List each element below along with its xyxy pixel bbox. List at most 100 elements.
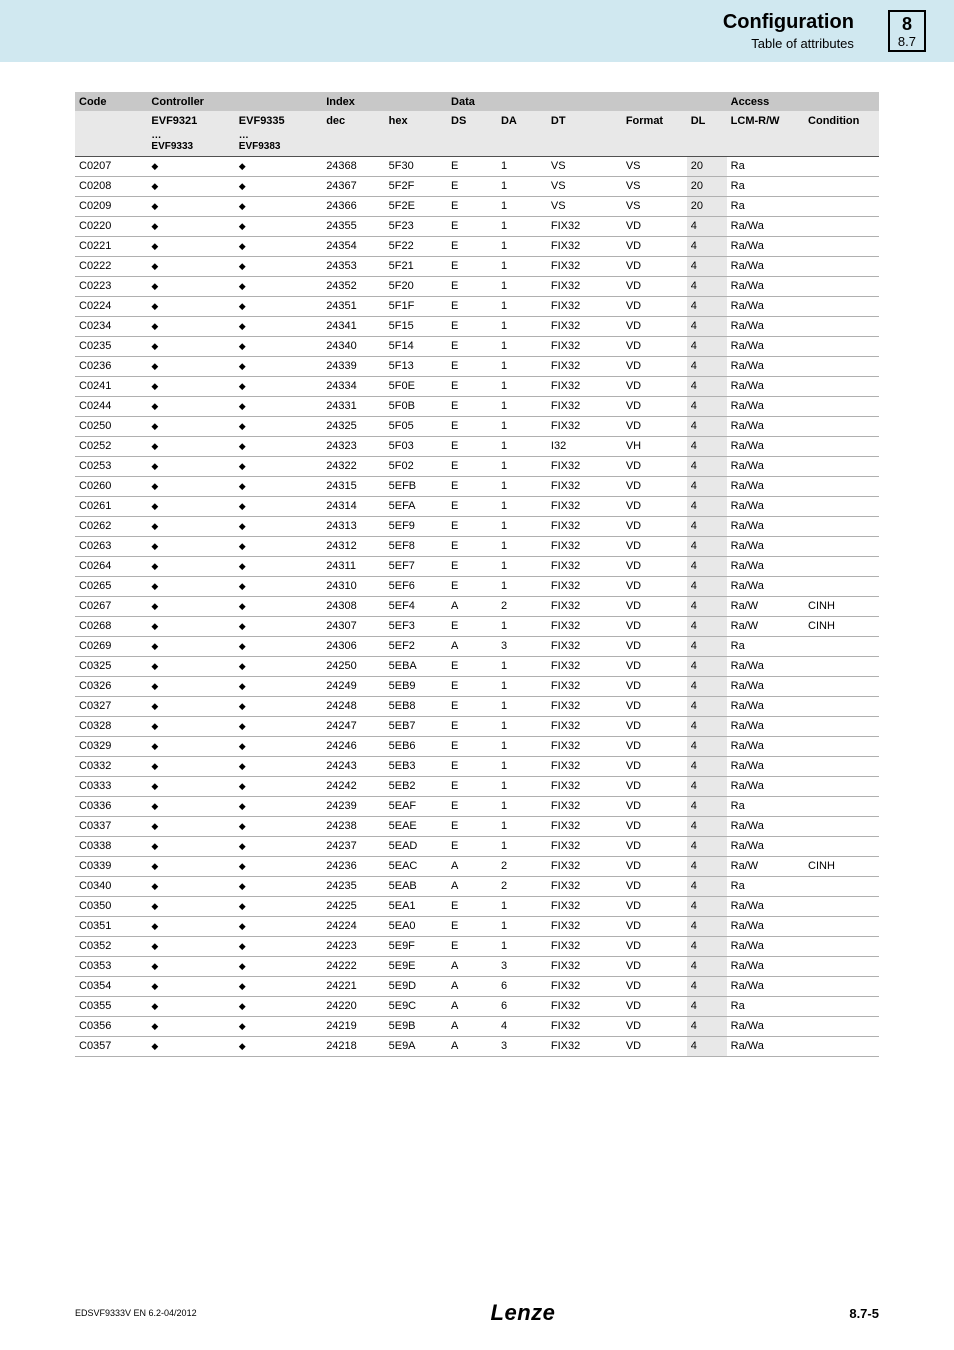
footer-page-num: 8.7-5 (849, 1306, 879, 1321)
cell-lcm: Ra/Wa (727, 376, 804, 396)
cell-dec: 24249 (322, 676, 384, 696)
table-row: C0223◆◆243525F20E1FIX32VD4Ra/Wa (75, 276, 879, 296)
cell-hex: 5EB8 (385, 696, 447, 716)
cell-dl: 4 (687, 416, 727, 436)
cell-ds: E (447, 436, 497, 456)
cell-ctrl1: ◆ (147, 196, 234, 216)
col-hex: hex (385, 111, 447, 130)
cell-da: 1 (497, 476, 547, 496)
cell-lcm: Ra/Wa (727, 696, 804, 716)
cell-cond (804, 736, 879, 756)
cell-hex: 5E9B (385, 1016, 447, 1036)
cell-format: VD (622, 496, 687, 516)
cell-ds: E (447, 216, 497, 236)
cell-code: C0353 (75, 956, 147, 976)
cell-ds: A (447, 636, 497, 656)
table-row: C0222◆◆243535F21E1FIX32VD4Ra/Wa (75, 256, 879, 276)
cell-dl: 4 (687, 716, 727, 736)
cell-hex: 5F02 (385, 456, 447, 476)
cell-hex: 5E9F (385, 936, 447, 956)
cell-ctrl1: ◆ (147, 336, 234, 356)
cell-dl: 4 (687, 676, 727, 696)
cell-code: C0260 (75, 476, 147, 496)
attributes-table: Code Controller Index Data Access EVF932… (75, 92, 879, 1057)
cell-dt: FIX32 (547, 856, 622, 876)
cell-cond (804, 976, 879, 996)
cell-dl: 4 (687, 636, 727, 656)
col-ctrl1b: … EVF9333 (147, 130, 234, 156)
cell-da: 1 (497, 916, 547, 936)
cell-format: VD (622, 816, 687, 836)
cell-da: 1 (497, 316, 547, 336)
cell-dec: 24313 (322, 516, 384, 536)
cell-code: C0221 (75, 236, 147, 256)
cell-ctrl2: ◆ (235, 516, 322, 536)
cell-code: C0235 (75, 336, 147, 356)
table-row: C0234◆◆243415F15E1FIX32VD4Ra/Wa (75, 316, 879, 336)
table-row: C0356◆◆242195E9BA4FIX32VD4Ra/Wa (75, 1016, 879, 1036)
table-row: C0325◆◆242505EBAE1FIX32VD4Ra/Wa (75, 656, 879, 676)
cell-dec: 24242 (322, 776, 384, 796)
cell-dec: 24236 (322, 856, 384, 876)
cell-ctrl2: ◆ (235, 1016, 322, 1036)
cell-format: VD (622, 376, 687, 396)
cell-ctrl2: ◆ (235, 976, 322, 996)
table-row: C0357◆◆242185E9AA3FIX32VD4Ra/Wa (75, 1036, 879, 1056)
cell-dt: FIX32 (547, 736, 622, 756)
cell-lcm: Ra/Wa (727, 836, 804, 856)
cell-da: 1 (497, 296, 547, 316)
cell-cond (804, 696, 879, 716)
cell-ctrl2: ◆ (235, 556, 322, 576)
cell-dl: 4 (687, 836, 727, 856)
cell-ds: A (447, 1036, 497, 1056)
cell-format: VD (622, 316, 687, 336)
cell-lcm: Ra/Wa (727, 496, 804, 516)
cell-ctrl1: ◆ (147, 236, 234, 256)
cell-da: 1 (497, 776, 547, 796)
cell-hex: 5E9D (385, 976, 447, 996)
cell-code: C0336 (75, 796, 147, 816)
cell-ctrl1: ◆ (147, 856, 234, 876)
cell-cond (804, 676, 879, 696)
cell-dl: 4 (687, 696, 727, 716)
cell-dl: 4 (687, 736, 727, 756)
cell-dec: 24366 (322, 196, 384, 216)
cell-ctrl2: ◆ (235, 296, 322, 316)
cell-dec: 24221 (322, 976, 384, 996)
cell-ds: A (447, 1016, 497, 1036)
cell-code: C0357 (75, 1036, 147, 1056)
cell-ctrl1: ◆ (147, 456, 234, 476)
cell-da: 1 (497, 616, 547, 636)
cell-lcm: Ra/Wa (727, 896, 804, 916)
cell-lcm: Ra/Wa (727, 1036, 804, 1056)
cell-format: VD (622, 356, 687, 376)
cell-dec: 24341 (322, 316, 384, 336)
cell-dl: 4 (687, 656, 727, 676)
cell-lcm: Ra/Wa (727, 776, 804, 796)
cell-da: 1 (497, 696, 547, 716)
header-text-block: Configuration Table of attributes (723, 11, 854, 51)
cell-dt: FIX32 (547, 476, 622, 496)
cell-dt: FIX32 (547, 516, 622, 536)
col-group-data: Data (447, 92, 687, 111)
cell-cond (804, 776, 879, 796)
table-row: C0326◆◆242495EB9E1FIX32VD4Ra/Wa (75, 676, 879, 696)
cell-hex: 5F05 (385, 416, 447, 436)
cell-dt: FIX32 (547, 936, 622, 956)
cell-lcm: Ra/Wa (727, 576, 804, 596)
cell-format: VS (622, 156, 687, 176)
cell-dec: 24225 (322, 896, 384, 916)
cell-dt: FIX32 (547, 316, 622, 336)
cell-hex: 5EAF (385, 796, 447, 816)
cell-da: 1 (497, 156, 547, 176)
cell-cond (804, 836, 879, 856)
cell-dec: 24224 (322, 916, 384, 936)
cell-code: C0250 (75, 416, 147, 436)
cell-cond (804, 816, 879, 836)
cell-ds: E (447, 156, 497, 176)
table-row: C0253◆◆243225F02E1FIX32VD4Ra/Wa (75, 456, 879, 476)
cell-dec: 24243 (322, 756, 384, 776)
cell-format: VD (622, 536, 687, 556)
cell-dl: 4 (687, 916, 727, 936)
cell-cond (804, 496, 879, 516)
